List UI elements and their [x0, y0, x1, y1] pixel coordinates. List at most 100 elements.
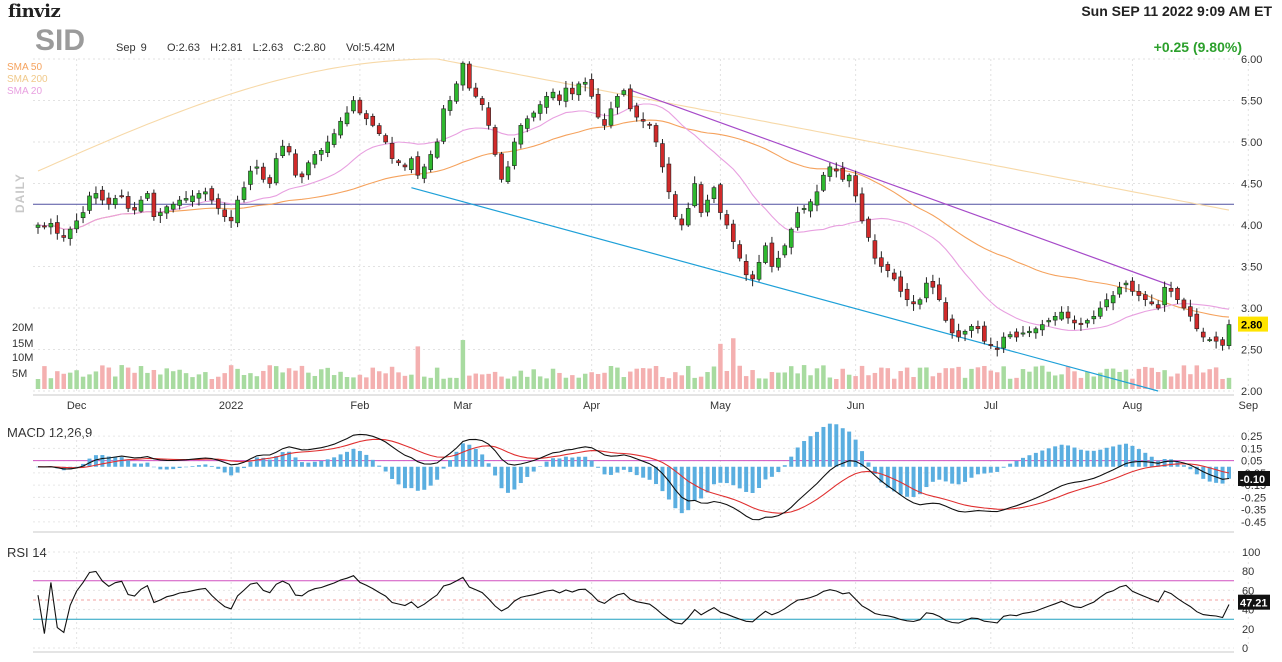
macd-histogram-bar [493, 466, 498, 476]
macd-histogram-bar [911, 466, 916, 497]
price-tick-label: 3.50 [1241, 262, 1262, 274]
volume-bar [917, 367, 923, 389]
macd-histogram-bar [274, 456, 279, 467]
macd-histogram-bar [673, 466, 678, 509]
candle-body [132, 207, 137, 211]
volume-bar [853, 376, 858, 389]
candle-body [827, 166, 833, 177]
macd-histogram-bar [287, 451, 292, 467]
volume-bar [1201, 372, 1206, 389]
macd-histogram-bar [583, 456, 588, 467]
candle-body [705, 199, 710, 213]
volume-tick-label: 15M [12, 338, 33, 350]
candle-body [228, 216, 234, 222]
candle-body [917, 299, 923, 305]
macd-histogram-bar [106, 456, 111, 467]
candle-body [196, 193, 202, 199]
candle-body [1155, 304, 1161, 309]
volume-bar [376, 371, 382, 389]
candle-body [956, 330, 961, 338]
volume-bar [55, 371, 60, 389]
candle-body [351, 100, 356, 112]
volume-bar [891, 378, 897, 389]
macd-histogram-bar [312, 461, 317, 467]
volume-bar [1007, 378, 1013, 389]
x-tick-label: Feb [350, 400, 369, 412]
candle-body [1194, 313, 1200, 330]
candle-body [1162, 286, 1167, 306]
volume-bar [177, 369, 182, 389]
volume-bar [203, 372, 208, 389]
volume-bar [666, 378, 672, 389]
macd-histogram-bar [840, 428, 845, 467]
candle-body [904, 288, 910, 300]
volume-bar [949, 368, 955, 389]
macd-histogram-bar [641, 466, 646, 478]
candle-body [203, 191, 208, 195]
candle-body [389, 142, 395, 159]
macd-histogram-bar [860, 451, 865, 467]
macd-histogram-bar [158, 466, 163, 470]
volume-bar [486, 373, 491, 389]
volume-bar [808, 375, 813, 389]
volume-bar [441, 378, 446, 389]
candle-body [125, 196, 131, 209]
volume-bar [557, 372, 562, 389]
macd-histogram-bar [692, 466, 697, 501]
candle-body [106, 197, 112, 205]
candle-body [273, 158, 279, 184]
volume-bar [1085, 371, 1090, 389]
macd-histogram-bar [789, 456, 794, 467]
macd-histogram-bar [847, 431, 852, 467]
macd-histogram-bar [1008, 463, 1013, 467]
macd-histogram-bar [885, 466, 890, 488]
candle-body [692, 183, 697, 207]
candle-body [55, 222, 60, 234]
price-tick-label: 5.50 [1241, 96, 1262, 108]
macd-histogram-bar [216, 466, 221, 469]
candle-body [428, 154, 433, 170]
macd-histogram-bar [757, 466, 762, 488]
volume-bar [35, 379, 41, 389]
candle-body [1065, 311, 1071, 319]
candle-body [776, 257, 781, 268]
macd-histogram-bar [383, 466, 388, 472]
rsi-tick-label: 80 [1242, 566, 1254, 578]
volume-bar [718, 343, 723, 389]
macd-line [37, 433, 1230, 521]
volume-bar [1091, 376, 1097, 389]
macd-histogram-bar [821, 426, 826, 467]
candle-body [1097, 307, 1103, 317]
volume-bar [1155, 372, 1161, 389]
candle-body [1046, 320, 1052, 323]
volume-bar [660, 376, 665, 389]
volume-bar [241, 375, 247, 389]
volume-bar [1046, 371, 1051, 389]
date-time: Sun SEP 11 2022 9:09 AM ET [1081, 3, 1272, 19]
volume-bar [750, 370, 755, 389]
volume-bar [280, 372, 285, 389]
candle-body [409, 158, 414, 170]
volume-bar [930, 376, 936, 389]
volume-bar [988, 370, 994, 389]
macd-histogram-bar [1181, 465, 1186, 467]
volume-bar [1181, 365, 1187, 389]
candle-body [518, 125, 524, 145]
candle-body [215, 198, 221, 209]
volume-bar [827, 377, 833, 389]
macd-histogram-bar [1066, 445, 1071, 467]
candle-body [982, 325, 987, 342]
volume-bar [460, 340, 466, 389]
macd-histogram-bar [460, 443, 465, 467]
volume-bar [235, 368, 240, 389]
candle-body [151, 192, 157, 217]
candle-body [988, 344, 994, 346]
finviz-logo[interactable]: finviz [8, 1, 61, 22]
price-tick-label: 3.00 [1241, 303, 1262, 315]
volume-bar [1014, 377, 1019, 389]
candle-body [1040, 324, 1045, 331]
macd-histogram-bar [654, 466, 659, 485]
candle-body [550, 91, 556, 99]
volume-bar [454, 377, 459, 389]
